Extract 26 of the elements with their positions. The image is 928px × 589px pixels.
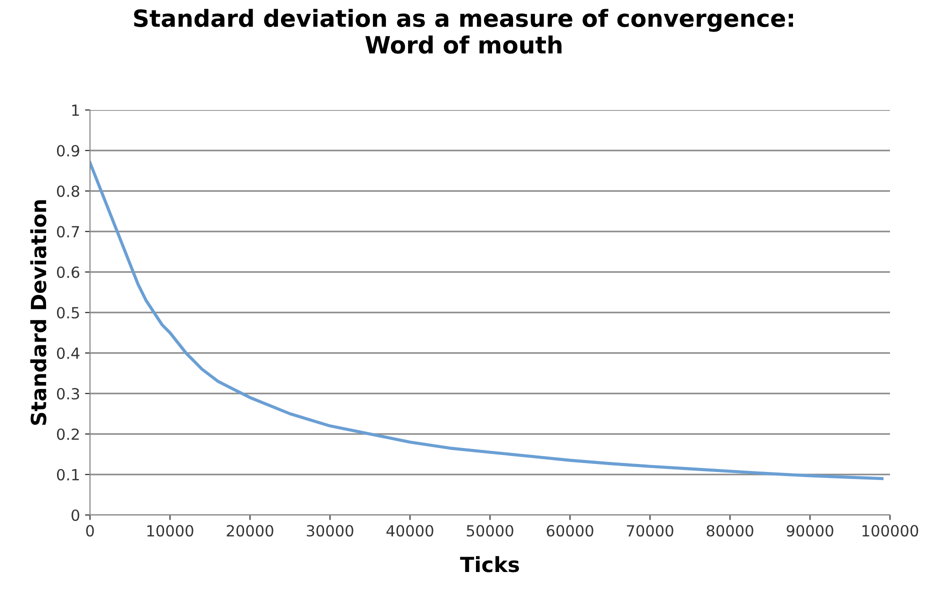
x-tick-label: 80000 bbox=[706, 524, 754, 537]
y-tick-label: 0.4 bbox=[56, 347, 80, 360]
y-tick-label: 0.7 bbox=[56, 226, 79, 238]
line-series bbox=[90, 161, 884, 480]
y-tick-label: 0.9 bbox=[56, 144, 80, 157]
x-tick-label: 0 bbox=[86, 524, 94, 537]
y-tick-label: 0.3 bbox=[56, 388, 80, 400]
y-tick-label: 0.6 bbox=[56, 266, 80, 278]
x-tick-label: 50000 bbox=[466, 524, 514, 537]
x-tick-label: 20000 bbox=[226, 524, 274, 537]
y-tick-label: 0.1 bbox=[56, 468, 79, 481]
x-tick-label: 70000 bbox=[626, 524, 674, 537]
y-tick-label: 0.2 bbox=[56, 428, 79, 440]
x-tick-label: 40000 bbox=[386, 524, 434, 537]
x-axis-title: Ticks bbox=[460, 556, 519, 572]
y-tick-label: 0.8 bbox=[56, 185, 80, 198]
y-axis-title: Standard Deviation bbox=[30, 200, 46, 425]
y-tick-label: 1 bbox=[72, 104, 79, 116]
x-tick-label: 60000 bbox=[546, 524, 594, 537]
x-tick-label: 100000 bbox=[862, 524, 918, 537]
y-tick-label: 0.5 bbox=[56, 306, 79, 319]
x-tick-label: 10000 bbox=[147, 524, 194, 537]
chart-title: Standard deviation as a measure of convergence: Word of mouth bbox=[134, 8, 793, 54]
x-tick-label: 30000 bbox=[306, 524, 354, 537]
x-tick-label: 90000 bbox=[786, 524, 834, 537]
y-tick-label: 0 bbox=[72, 509, 80, 522]
